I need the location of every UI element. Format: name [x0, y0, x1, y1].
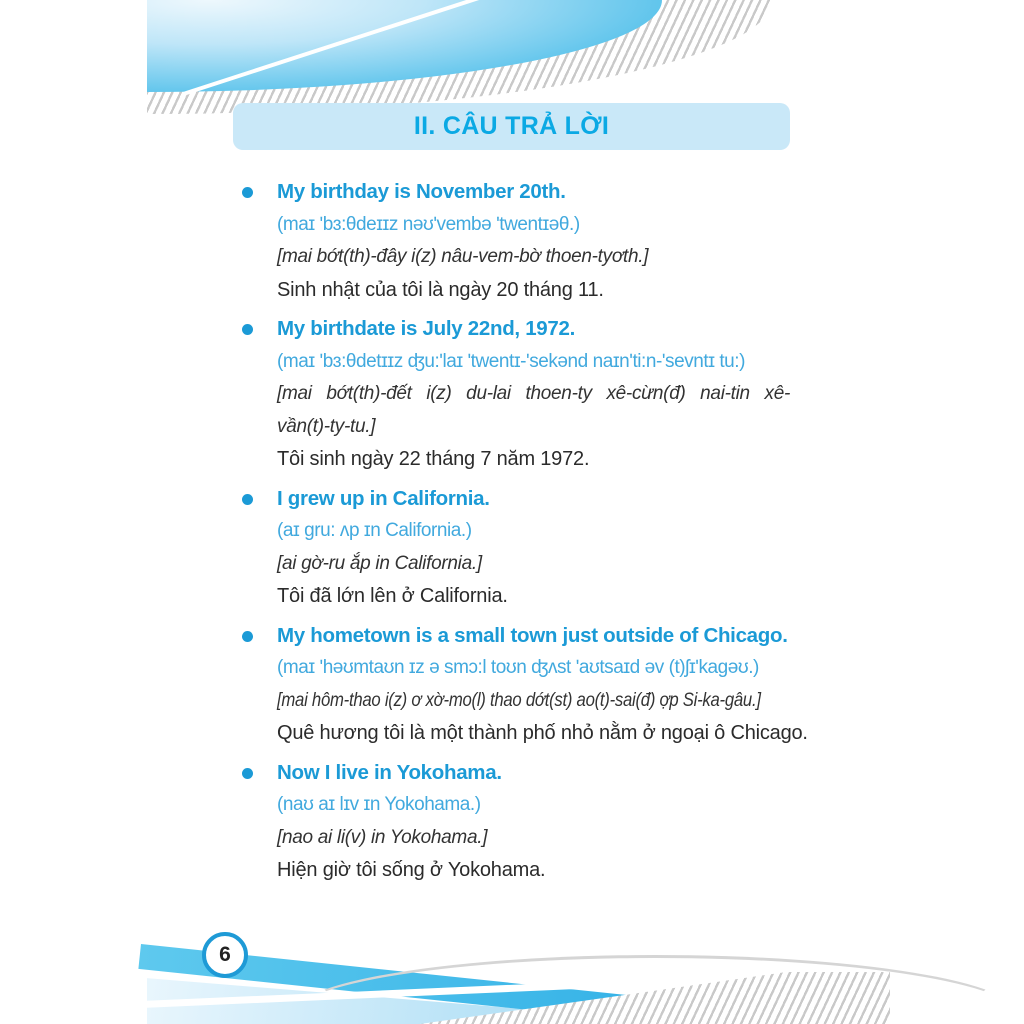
viet-phonetic: vần(t)-ty-tu.]	[277, 415, 376, 437]
section-title-banner: II. CÂU TRẢ LỜI	[233, 103, 790, 150]
viet-phonetic: [ai gờ-ru ắp in California.]	[277, 552, 482, 574]
ipa-transcription: (maɪ ʹbɜ:θdetɪɪz ʤu:ʹlaɪ ʹtwentɪ-ʹsekənd…	[277, 350, 746, 372]
viet-phonetic: [mai bớt(th)-đết i(z) du-lai thoen-ty xê…	[277, 383, 790, 404]
viet-translation: Quê hương tôi là một thành phố nhỏ nằm ở…	[277, 722, 808, 744]
footer-gray-curve	[290, 955, 1020, 1024]
footer-white-line	[141, 970, 841, 1008]
viet-phonetic: [nao ai li(v) in Yokohama.]	[277, 826, 488, 848]
english-sentence: My birthday is November 20th.	[277, 180, 566, 203]
english-sentence: My hometown is a small town just outside…	[277, 623, 788, 647]
list-item: My hometown is a small town just outside…	[233, 620, 808, 750]
ipa-transcription: (aɪ gru: ʌp ɪn California.)	[277, 520, 472, 541]
list-item: I grew up in California. (aɪ gru: ʌp ɪn …	[233, 483, 790, 613]
ipa-transcription: (naʊ aɪ lɪv ɪn Yokohama.)	[277, 794, 481, 815]
page-number-badge: 6	[202, 932, 248, 978]
viet-translation: Sinh nhật của tôi là ngày 20 tháng 11.	[277, 278, 604, 301]
ipa-transcription: (maɪ ʹbɜ:θdeɪɪz nəʊʹvembə ʹtwentɪəθ.)	[277, 213, 580, 235]
viet-phonetic: [mai hôm-thao i(z) ơ xờ-mo(l) thao dớt(s…	[277, 689, 761, 711]
page-title: II. CÂU TRẢ LỜI	[413, 112, 610, 140]
footer-light-wave	[147, 978, 707, 1024]
viet-phonetic: [mai bớt(th)-đây i(z) nâu-vem-bờ thoen-t…	[277, 246, 649, 267]
bullet-icon	[242, 187, 253, 198]
viet-translation: Hiện giờ tôi sống ở Yokohama.	[277, 859, 546, 881]
list-item: My birthday is November 20th. (maɪ ʹbɜ:θ…	[233, 176, 790, 306]
english-sentence: Now I live in Yokohama.	[277, 760, 502, 784]
viet-translation: Tôi sinh ngày 22 tháng 7 năm 1972.	[277, 448, 590, 470]
english-sentence: My birthdate is July 22nd, 1972.	[277, 317, 576, 340]
viet-translation: Tôi đã lớn lên ở California.	[277, 585, 508, 607]
bullet-icon	[242, 493, 253, 505]
bullet-icon	[242, 324, 253, 335]
footer-hatch-pattern	[420, 972, 890, 1024]
bullet-icon	[242, 767, 253, 779]
english-sentence: I grew up in California.	[277, 486, 490, 510]
answer-list: My birthday is November 20th. (maɪ ʹbɜ:θ…	[233, 176, 808, 887]
list-item: Now I live in Yokohama. (naʊ aɪ lɪv ɪn Y…	[233, 757, 790, 887]
content-column: II. CÂU TRẢ LỜI My birthday is November …	[233, 103, 808, 894]
bullet-icon	[242, 630, 253, 642]
page-number: 6	[219, 943, 231, 966]
header-wave-decoration	[0, 0, 1024, 130]
ipa-transcription: (maɪ ʹhəʊmtaʊn ɪz ə smɔ:l toʊn ʤʌst ʹaʊt…	[277, 657, 759, 678]
list-item: My birthdate is July 22nd, 1972. (maɪ ʹb…	[233, 313, 790, 476]
